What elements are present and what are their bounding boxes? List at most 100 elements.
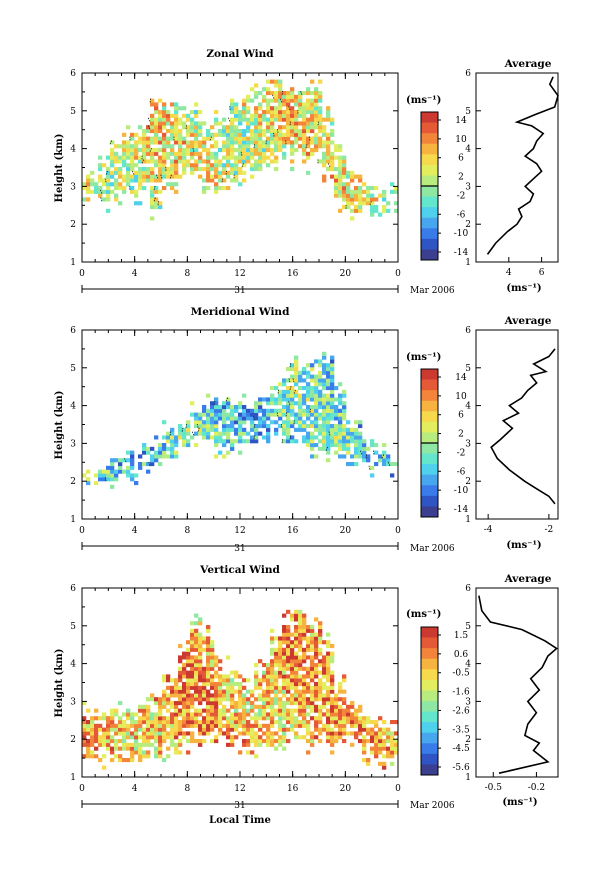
field-cell (234, 174, 239, 179)
field-cell (278, 636, 283, 641)
field-cell (230, 742, 235, 747)
field-cell (86, 723, 91, 728)
field-cell (122, 159, 127, 164)
field-cell (258, 113, 263, 118)
field-cell (334, 427, 339, 432)
field-cell (126, 140, 131, 145)
field-cell (118, 458, 123, 463)
field-cell (266, 439, 271, 444)
field-cell (114, 197, 119, 202)
field-cell (134, 193, 139, 198)
field-cell (282, 420, 287, 425)
field-cell (318, 628, 323, 633)
field-cell (338, 420, 343, 425)
field-cell (202, 666, 207, 671)
field-cell (346, 427, 351, 432)
field-cell (158, 155, 163, 160)
field-cell (130, 159, 135, 164)
field-cell (306, 439, 311, 444)
field-cell (350, 701, 355, 706)
field-cell (198, 720, 203, 725)
field-cell (218, 674, 223, 679)
field-cell (290, 613, 295, 618)
field-cell (138, 125, 143, 130)
colorbar-swatch (421, 711, 438, 723)
field-cell (234, 132, 239, 137)
field-cell (314, 106, 319, 111)
field-cell (126, 731, 131, 736)
field-cell (226, 144, 231, 149)
field-cell (254, 117, 259, 122)
field-cell (358, 201, 363, 206)
zero-contour-segment (253, 144, 256, 149)
field-cell (270, 731, 275, 736)
field-cell (282, 405, 287, 410)
field-cell (174, 750, 179, 755)
field-cell (222, 132, 227, 137)
colorbar-swatch (421, 164, 438, 176)
field-cell (250, 420, 255, 425)
field-cell (154, 723, 159, 728)
field-cell (278, 91, 283, 96)
field-cell (338, 439, 343, 444)
field-cell (274, 655, 279, 660)
field-cell (82, 754, 87, 759)
x-tick-label: 0 (395, 269, 401, 279)
field-cell (382, 450, 387, 455)
field-cell (314, 674, 319, 679)
colorbar-swatch (421, 701, 438, 712)
field-cell (122, 758, 127, 763)
field-cell (118, 465, 123, 470)
field-cell (170, 144, 175, 149)
field-cell (262, 132, 267, 137)
field-cell (322, 427, 327, 432)
field-cell (214, 412, 219, 417)
field-cell (334, 739, 339, 744)
field-cell (282, 408, 287, 413)
field-cell (326, 708, 331, 713)
field-cell (134, 151, 139, 156)
field-cell (318, 129, 323, 134)
field-cell (310, 674, 315, 679)
field-cell (122, 735, 127, 740)
field-cell (130, 712, 135, 717)
field-cell (306, 397, 311, 402)
field-cell (174, 106, 179, 111)
field-cell (266, 148, 271, 153)
field-cell (274, 708, 279, 713)
field-cell (162, 102, 167, 107)
field-cell (162, 170, 167, 175)
field-cell (338, 189, 343, 194)
field-cell (270, 685, 275, 690)
field-cell (258, 163, 263, 168)
field-cell (170, 136, 175, 141)
field-cell (294, 401, 299, 406)
field-cell (274, 408, 279, 413)
field-cell (130, 186, 135, 191)
field-cell (294, 370, 299, 375)
field-cell (146, 136, 151, 141)
field-cell (150, 117, 155, 122)
field-cell (162, 151, 167, 156)
field-cell (238, 750, 243, 755)
field-cell (202, 136, 207, 141)
field-cell (286, 117, 291, 122)
field-cell (126, 758, 131, 763)
field-cell (294, 439, 299, 444)
field-cell (334, 405, 339, 410)
field-cell (130, 151, 135, 156)
field-cell (222, 416, 227, 421)
field-cell (330, 159, 335, 164)
field-cell (306, 136, 311, 141)
field-cell (278, 113, 283, 118)
field-cell (290, 720, 295, 725)
field-cell (238, 693, 243, 698)
field-cell (302, 735, 307, 740)
average-frame (475, 72, 559, 263)
field-cell (126, 723, 131, 728)
field-cell (222, 401, 227, 406)
field-cell (218, 693, 223, 698)
field-cell (286, 712, 291, 717)
field-cell (374, 731, 379, 736)
